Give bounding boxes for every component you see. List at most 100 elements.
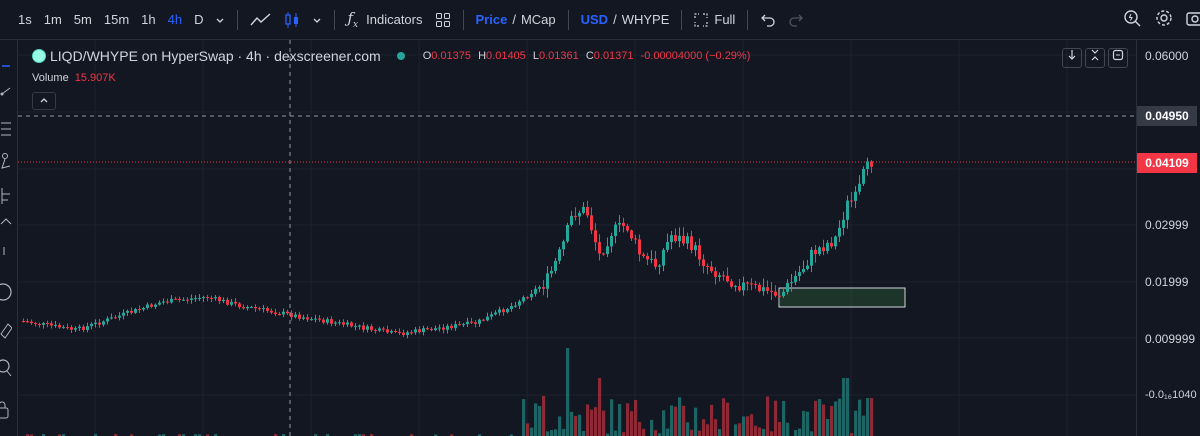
candle-body (754, 283, 757, 285)
candle-body (302, 317, 305, 319)
candle-body (226, 299, 229, 305)
collapse-legend-button[interactable] (32, 92, 56, 110)
collapse-pane-button[interactable] (1085, 48, 1105, 68)
volume-bar (478, 434, 482, 436)
volume-bar (722, 398, 726, 436)
timeframe-1s[interactable]: 1s (18, 12, 32, 27)
move-down-button[interactable] (1062, 48, 1082, 68)
line-chart-icon[interactable] (244, 6, 278, 34)
fib-tool-icon[interactable] (0, 120, 14, 140)
chart-pane[interactable] (18, 40, 1136, 436)
candle-body (342, 322, 345, 325)
redo-icon[interactable] (782, 6, 810, 34)
candle-body (770, 290, 773, 292)
indicators-button[interactable]: ƒx Indicators (341, 6, 428, 34)
volume-bar (734, 424, 738, 436)
maximize-pane-button[interactable] (1108, 48, 1128, 68)
timeframe-5m[interactable]: 5m (73, 12, 92, 27)
volume-bar (182, 434, 186, 436)
volume-bar (362, 434, 366, 436)
whype-option[interactable]: WHYPE (621, 12, 670, 27)
price-tick-label: 0.06000 (1145, 49, 1189, 63)
volume-bar (450, 434, 454, 436)
volume-bar (326, 434, 330, 436)
layout-grid-icon[interactable] (429, 6, 457, 34)
candle-body (62, 327, 65, 329)
candle-body (782, 291, 785, 297)
candle-body (278, 314, 281, 316)
volume-bar (570, 411, 574, 436)
price-mcap-toggle[interactable]: Price / MCap (470, 6, 562, 34)
chart-legend: LIQD/WHYPE on HyperSwap · 4h · dexscreen… (32, 48, 754, 64)
chart-type-chevron-icon[interactable] (306, 6, 328, 34)
lock-tool-icon[interactable] (0, 400, 14, 420)
volume-bar (726, 402, 730, 436)
volume-bar (686, 422, 690, 436)
candle-body (638, 239, 641, 255)
snapshot-camera-icon[interactable] (1186, 8, 1200, 33)
volume-bar (598, 378, 602, 436)
volume-bar (746, 416, 750, 436)
fullscreen-button[interactable]: Full (688, 6, 741, 34)
slash-label: / (613, 12, 617, 27)
candle-body (198, 298, 201, 300)
quick-search-icon[interactable] (1122, 8, 1142, 33)
candle-body (486, 316, 489, 321)
price-option[interactable]: Price (475, 12, 508, 27)
timeframe-15m[interactable]: 15m (103, 12, 130, 27)
candle-body (858, 183, 861, 192)
candle-body (734, 286, 737, 288)
mcap-option[interactable]: MCap (520, 12, 556, 27)
crosshair-tool-icon[interactable] (0, 60, 14, 70)
candle-body (786, 282, 789, 292)
text-tool-icon[interactable] (0, 246, 14, 256)
slash-label: / (512, 12, 516, 27)
candle-body (26, 321, 29, 323)
volume-bar (558, 416, 562, 436)
symbol-title[interactable]: LIQD/WHYPE on HyperSwap · 4h · dexscreen… (50, 48, 381, 64)
emoji-tool-icon[interactable] (0, 282, 14, 302)
zoom-tool-icon[interactable] (0, 358, 14, 378)
timeframe-1m[interactable]: 1m (43, 12, 62, 27)
candle-body (446, 325, 449, 330)
timeframe-d[interactable]: D (194, 12, 204, 27)
undo-icon[interactable] (754, 6, 782, 34)
ruler-tool-icon[interactable] (0, 320, 14, 340)
brush-tool-icon[interactable] (0, 216, 14, 226)
candle-body (146, 304, 149, 308)
candle-body (698, 245, 701, 260)
candles-icon[interactable] (278, 6, 306, 34)
candle-body (730, 281, 733, 287)
usd-option[interactable]: USD (580, 12, 609, 27)
timeframe-1h[interactable]: 1h (141, 12, 156, 27)
candle-body (370, 326, 373, 331)
candle-body (374, 330, 377, 332)
candle-body (386, 329, 389, 333)
volume-bar (794, 430, 798, 436)
trendline-tool-icon[interactable] (0, 86, 14, 96)
prediction-tool-icon[interactable] (0, 186, 14, 206)
candle-body (318, 318, 321, 320)
volume-bar (830, 405, 834, 436)
candle-body (90, 323, 93, 327)
close-value: 0.01371 (593, 50, 634, 62)
candle-body (138, 309, 141, 311)
candle-body (562, 241, 565, 250)
candle-body (258, 308, 261, 310)
volume-bar (114, 434, 118, 436)
candle-body (438, 327, 441, 329)
volume-bar (434, 434, 438, 436)
volume-bar (798, 428, 802, 436)
price-axis[interactable]: 0.06000 0.04950 0.04109 0.02999 0.01999 … (1136, 40, 1200, 436)
volume-bar (354, 434, 358, 436)
volume-legend: Volume 15.907K (32, 72, 116, 84)
pattern-tool-icon[interactable] (0, 152, 14, 172)
candle-body (34, 323, 37, 325)
candle-body (246, 307, 249, 309)
settings-gear-icon[interactable] (1154, 8, 1174, 33)
timeframe-4h[interactable]: 4h (167, 12, 183, 27)
volume-bar (582, 431, 586, 436)
volume-bar (282, 434, 286, 436)
currency-toggle[interactable]: USD / WHYPE (575, 6, 676, 34)
timeframe-dropdown-chevron-icon[interactable] (209, 6, 231, 34)
